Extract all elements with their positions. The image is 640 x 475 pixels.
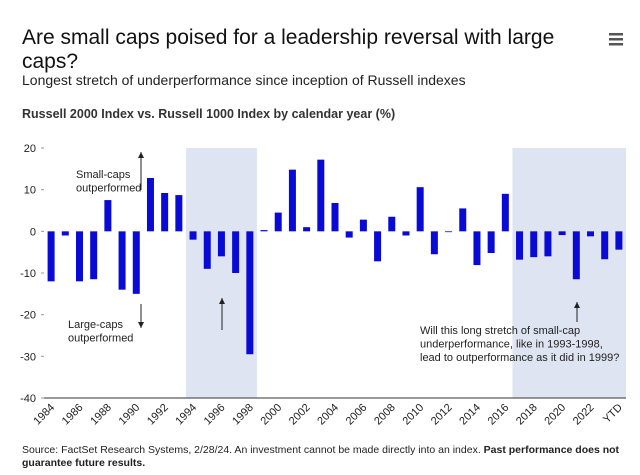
y-tick-label: -40 [20,393,36,405]
x-tick-label: 1986 [60,402,86,428]
arrow-head [219,298,225,304]
bar [544,231,552,257]
x-tick-label: 2008 [372,402,398,428]
x-tick-label: 2018 [514,402,540,428]
x-tick-label: 1998 [230,402,256,428]
source: Source: FactSet Research Systems, 2/28/2… [22,444,481,456]
annotation: underperformance, like in 1993-1998, [420,339,603,351]
annotation: lead to outperformance as it did in 1999… [420,352,619,364]
x-tick-label: 2010 [400,402,426,428]
y-tick-label: -30 [20,351,36,363]
chart-label: Russell 2000 Index vs. Russell 1000 Inde… [22,107,395,121]
x-tick-label: 2020 [542,402,568,428]
x-tick-label: 1990 [117,402,143,428]
bar [359,219,367,232]
bar [161,193,169,232]
bar [61,231,69,236]
bar [516,231,524,260]
bar [217,231,225,257]
y-tick-label: 10 [24,185,36,197]
bar [232,231,240,273]
x-tick-label: 2002 [287,402,313,428]
y-tick-label: -20 [20,310,36,322]
x-tick-label: YTD [601,402,625,426]
x-tick-label: 1988 [88,402,114,428]
bar [601,231,609,260]
x-tick-label: 2004 [315,402,341,428]
y-tick-label: -10 [20,268,36,280]
bar [402,231,410,236]
x-tick-label: 2014 [457,402,483,428]
bar [246,231,254,355]
bar [317,159,325,232]
subtitle: Longest stretch of underperformance sinc… [22,72,466,88]
bar [445,231,453,233]
bar [374,231,382,262]
source-bold: guarantee future results. [22,457,145,469]
bar [416,187,424,232]
bar [430,231,438,255]
highlight-band [185,148,257,398]
y-tick-label: 20 [24,143,36,155]
bar [175,195,183,232]
bar [203,231,211,269]
x-tick-label: 2006 [344,402,370,428]
bar [558,231,566,236]
annotation: Small-caps [76,169,131,181]
chart-title: Are small caps poised for a leadership r… [22,26,554,73]
arrow-head [138,152,144,158]
bar [388,216,396,232]
bar [260,230,268,232]
bar [118,231,126,290]
x-tick-label: 2000 [259,402,285,428]
bar [47,231,55,282]
bar [487,231,495,253]
bar [90,231,98,280]
source-note: Source: FactSet Research Systems, 2/28/2… [22,444,620,456]
x-tick-label: 2016 [486,402,512,428]
bar [615,231,623,250]
arrow-head [574,302,580,308]
bar [473,231,481,266]
bar [530,231,538,258]
bar [104,200,112,232]
x-tick-label: 1996 [202,402,228,428]
x-tick-label: 1992 [145,402,171,428]
annotation: outperformed [68,333,133,345]
bar [587,231,595,237]
annotation: Large-caps [68,319,124,331]
bar [132,231,140,294]
x-tick-label: 2022 [571,402,597,428]
highlight-band [512,148,626,398]
bar [288,169,296,232]
bar [303,227,311,232]
annotation: outperformed [76,183,141,195]
bar [572,231,580,280]
bar [459,208,467,232]
annotation: Will this long stretch of small-cap [420,325,580,337]
bar [189,231,197,240]
menu-icon[interactable] [609,33,623,46]
bar [274,212,282,232]
bar [75,231,83,282]
bar [331,203,339,232]
x-tick-label: 1984 [31,402,57,428]
bar [146,178,154,232]
y-tick-label: 0 [30,226,36,238]
x-tick-label: 1994 [173,402,199,428]
x-tick-label: 2012 [429,402,455,428]
bar [345,231,353,238]
bar [501,193,509,232]
arrow-head [138,322,144,328]
